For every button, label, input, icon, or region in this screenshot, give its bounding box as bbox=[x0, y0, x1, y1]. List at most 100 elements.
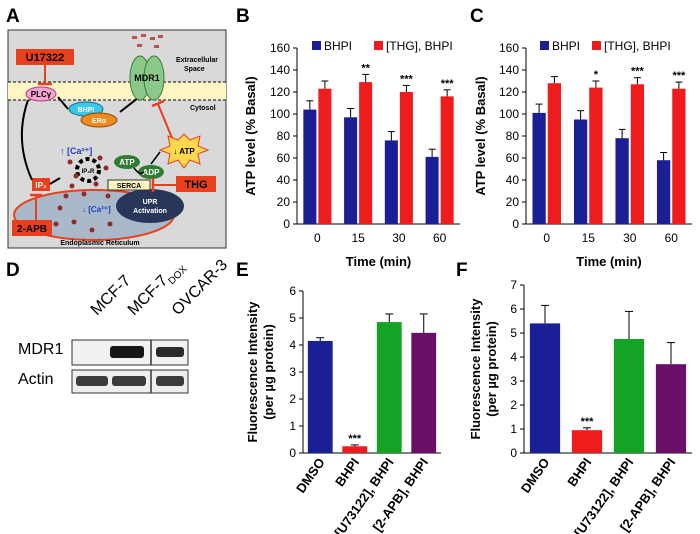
chart-atp-bhpi-thg-c: 0 20 40 60 80 100 120 140 160 0 15 * 30 *** 60 *** Time … bbox=[473, 39, 692, 269]
band-actin-mcf7dox bbox=[112, 376, 146, 386]
significance-mark: *** bbox=[348, 433, 362, 445]
x-tick-label: 30 bbox=[392, 231, 406, 245]
extracellular-label-2: Space bbox=[184, 66, 205, 73]
y-tick-label: 60 bbox=[506, 151, 520, 165]
plcg-label: PLCγ bbox=[31, 90, 52, 99]
x-axis-title: Time (min) bbox=[576, 254, 642, 269]
bar-dmso bbox=[529, 323, 561, 453]
chart-atp-bhpi-thg-b: 0 20 40 60 80 100 120 140 160 0 15 ** 30 *** 60 *** Time… bbox=[243, 39, 460, 269]
y-tick-label: 100 bbox=[270, 107, 290, 121]
y-tick-label: 5 bbox=[289, 311, 296, 325]
y-axis-title: ATP level (% Basal) bbox=[243, 76, 258, 195]
panel-label-a: A bbox=[6, 6, 20, 27]
y-tick-label: 100 bbox=[499, 107, 519, 121]
legend-swatch-bhpi bbox=[312, 41, 321, 50]
significance-mark: *** bbox=[441, 78, 455, 90]
western-blot: MCF-7 MCF-7DOX OVCAR-3 MDR1 Actin bbox=[18, 256, 231, 394]
y-axis-title-line-1: Fluorescence Intensity bbox=[468, 298, 483, 440]
panel-label-b: B bbox=[236, 6, 250, 27]
y-tick-label: 140 bbox=[499, 63, 519, 77]
legend-swatch-thg-bhpi bbox=[592, 41, 601, 50]
bar-thg-bhpi-30 bbox=[399, 92, 413, 224]
y-axis-title-line-1: Fluorescence Intensity bbox=[245, 301, 260, 443]
x-tick-label: 60 bbox=[433, 231, 447, 245]
y-tick-label: 4 bbox=[510, 350, 517, 364]
ip3r-channel bbox=[75, 157, 101, 183]
y-tick-label: 40 bbox=[277, 173, 291, 187]
y-tick-label: 6 bbox=[289, 284, 296, 298]
bar-u73122-bhpi bbox=[376, 322, 402, 453]
panel-label-f: F bbox=[456, 260, 468, 281]
legend-label-thg-bhpi: [THG], BHPI bbox=[604, 39, 671, 53]
y-axis-title-line-2: (per µg protein) bbox=[484, 321, 499, 417]
band-mdr1-mcf7dox bbox=[110, 346, 144, 358]
thg-label: THG bbox=[184, 179, 207, 191]
legend-label-bhpi: BHPI bbox=[324, 39, 352, 53]
y-tick-label: 2 bbox=[289, 392, 296, 406]
y-tick-label: 80 bbox=[506, 129, 520, 143]
ip3-box bbox=[32, 178, 50, 191]
y-tick-label: 20 bbox=[506, 195, 520, 209]
x-tick-label: 15 bbox=[582, 231, 596, 245]
x-tick-label-bhpi: BHPI bbox=[332, 455, 362, 489]
blot-row-actin: Actin bbox=[18, 371, 54, 388]
y-tick-label: 4 bbox=[289, 338, 296, 352]
bar-bhpi-60 bbox=[425, 156, 439, 224]
bar-bhpi bbox=[571, 430, 603, 453]
y-tick-label: 0 bbox=[289, 446, 296, 460]
apb-label: 2-APB bbox=[17, 224, 47, 235]
y-tick-label: 0 bbox=[510, 446, 517, 460]
x-tick-label-bhpi: BHPI bbox=[564, 455, 594, 489]
atp-inhibit-arrow bbox=[157, 103, 173, 139]
y-tick-label: 120 bbox=[270, 85, 290, 99]
y-tick-label: 0 bbox=[283, 217, 290, 231]
adp-label: ADP bbox=[143, 168, 161, 177]
y-tick-label: 0 bbox=[512, 217, 519, 231]
bar-u73122-bhpi bbox=[613, 339, 645, 453]
apb-box bbox=[12, 220, 52, 236]
x-tick-label-dmso: DMSO bbox=[518, 455, 553, 496]
bar-thg-bhpi-15 bbox=[589, 87, 603, 224]
cytosol-label: Cytosol bbox=[190, 105, 216, 112]
upr-label-1: UPR bbox=[143, 199, 158, 206]
bar-thg-bhpi-0 bbox=[318, 88, 332, 224]
significance-mark: *** bbox=[400, 73, 414, 85]
panel-label-e: E bbox=[236, 260, 249, 281]
bar-bhpi-0 bbox=[303, 109, 317, 224]
panel-label-d: D bbox=[6, 260, 20, 281]
efflux-molecules bbox=[132, 34, 163, 48]
legend-swatch-bhpi bbox=[540, 41, 549, 50]
ip3r-label: IP₃R bbox=[82, 169, 95, 175]
legend-label-thg-bhpi: [THG], BHPI bbox=[386, 39, 453, 53]
bar-thg-bhpi-0 bbox=[547, 83, 562, 224]
bar-dmso bbox=[307, 340, 333, 453]
significance-mark: *** bbox=[581, 416, 595, 428]
ca-down-label: ↓ [Ca²⁺] bbox=[82, 205, 111, 214]
bar-thg-bhpi-60 bbox=[440, 96, 454, 224]
y-axis-title-line-2: (per µg protein) bbox=[261, 324, 276, 420]
legend-swatch-thg-bhpi bbox=[374, 41, 383, 50]
bar-bhpi-30 bbox=[615, 138, 629, 224]
y-tick-label: 40 bbox=[506, 173, 520, 187]
er-label: Endoplasmic Reticulum bbox=[60, 240, 139, 247]
bhpi-label: BHPI bbox=[78, 107, 95, 114]
bar-bhpi-30 bbox=[384, 140, 398, 224]
pathway-diagram: U17322 PLCγ BHPI ERα MDR1 Extracellular … bbox=[7, 29, 227, 249]
ca-up-label: ↑ [Ca²⁺] bbox=[60, 146, 92, 156]
atp-label: ATP bbox=[119, 158, 135, 167]
y-tick-label: 140 bbox=[270, 63, 290, 77]
y-tick-label: 80 bbox=[277, 129, 291, 143]
x-tick-label-dmso: DMSO bbox=[293, 455, 328, 496]
x-tick-label: 30 bbox=[623, 231, 637, 245]
x-tick-label: 60 bbox=[665, 231, 679, 245]
significance-mark: *** bbox=[631, 66, 645, 78]
y-tick-label: 60 bbox=[277, 151, 291, 165]
atp-down-label: ↓ ATP bbox=[173, 147, 195, 156]
bar-bhpi-60 bbox=[656, 160, 671, 224]
blot-sample-ovcar3: OVCAR-3 bbox=[169, 256, 231, 318]
y-tick-label: 2 bbox=[510, 398, 517, 412]
band-mdr1-ovcar3 bbox=[156, 347, 184, 357]
y-tick-label: 1 bbox=[289, 419, 296, 433]
